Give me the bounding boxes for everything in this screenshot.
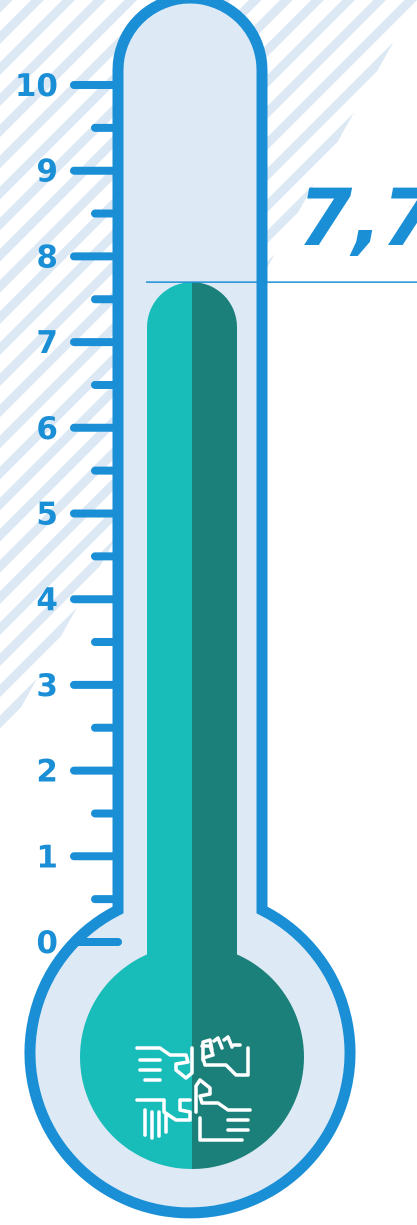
mercury-column — [147, 282, 237, 1010]
tick-label: 6 — [36, 411, 58, 447]
tick-label: 7 — [36, 325, 58, 361]
mercury-column-dark — [192, 282, 237, 1010]
tick-label: 9 — [36, 154, 58, 190]
tick-label: 10 — [15, 68, 58, 104]
teamwork-hands-icon — [135, 1035, 252, 1142]
tick-label: 1 — [36, 839, 58, 875]
tick-label: 8 — [36, 239, 58, 275]
tick-label: 2 — [36, 754, 58, 790]
mercury-column-light — [147, 282, 192, 1010]
scale-ticks — [70, 81, 122, 946]
tick-label: 5 — [36, 497, 58, 533]
scale-tick-labels: 0 1 2 3 4 5 6 7 8 9 10 — [15, 68, 58, 961]
tick-label: 4 — [36, 582, 58, 618]
tick-label: 0 — [36, 925, 58, 961]
value-label: 7,7 — [298, 174, 417, 264]
tick-label: 3 — [36, 668, 58, 704]
